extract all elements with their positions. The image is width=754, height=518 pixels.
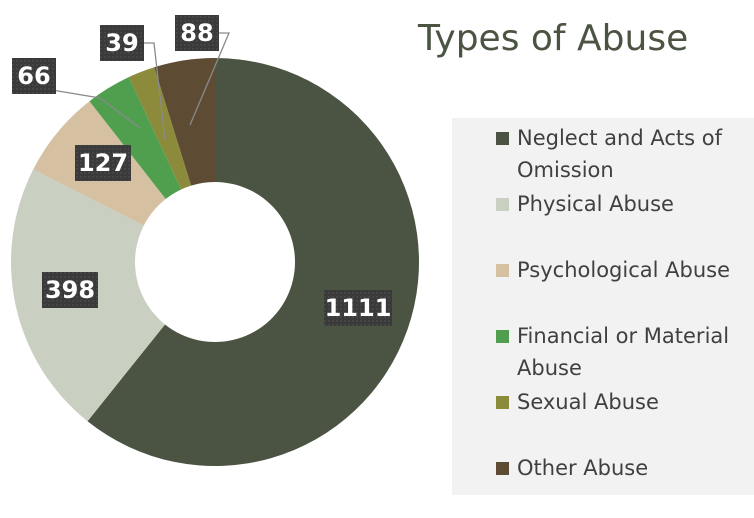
legend-swatch	[496, 132, 509, 145]
legend-label: Sexual Abuse	[517, 390, 659, 414]
legend-item: Financial or Material Abuse	[496, 320, 754, 386]
data-label: 1111	[325, 294, 392, 322]
legend-swatch	[496, 198, 509, 211]
legend-item: Neglect and Acts of Omission	[496, 122, 754, 188]
legend-item: Psychological Abuse	[496, 254, 754, 320]
data-label: 398	[45, 276, 95, 304]
legend-label: Psychological Abuse	[517, 258, 731, 282]
chart: 1111 398 127 66 39 88	[10, 15, 419, 466]
data-label-box	[100, 25, 144, 61]
leader-line	[140, 42, 166, 141]
legend-label: Other Abuse	[517, 456, 649, 480]
legend-swatch	[496, 330, 509, 343]
data-label-box	[42, 272, 98, 308]
data-label: 66	[17, 62, 50, 90]
legend-label: Physical Abuse	[517, 192, 674, 216]
leader-line	[189, 32, 230, 126]
data-label: 39	[105, 29, 138, 57]
data-label: 127	[78, 149, 128, 177]
legend-label: Neglect and Acts of Omission	[517, 126, 722, 182]
legend-item: Sexual Abuse	[496, 386, 754, 452]
legend-item: Other Abuse	[496, 452, 754, 518]
chart-title: Types of Abuse	[418, 18, 689, 59]
donut	[10, 58, 419, 466]
data-label: 88	[180, 19, 213, 47]
leader-line	[51, 89, 141, 129]
legend-item: Physical Abuse	[496, 188, 754, 254]
data-label-box	[324, 290, 392, 326]
slice	[128, 67, 192, 190]
legend-swatch	[496, 396, 509, 409]
legend-swatch	[496, 264, 509, 277]
legend-label: Financial or Material Abuse	[517, 324, 730, 380]
data-label-box	[175, 15, 219, 51]
slice	[87, 58, 419, 466]
data-label-box	[12, 58, 56, 94]
slice	[154, 58, 215, 186]
data-label-box	[75, 145, 131, 181]
legend: Neglect and Acts of Omission Physical Abu…	[452, 118, 754, 495]
data-labels: 1111 398 127 66 39 88	[12, 15, 392, 326]
page: 1111 398 127 66 39 88 Types of Abuse Neglect …	[10, 15, 754, 495]
legend-swatch	[496, 462, 509, 475]
